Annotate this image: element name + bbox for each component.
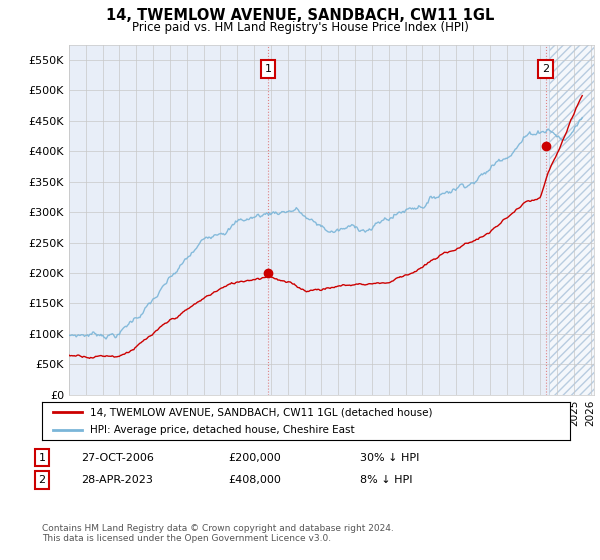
Bar <box>548 30 599 395</box>
Text: HPI: Average price, detached house, Cheshire East: HPI: Average price, detached house, Ches… <box>89 425 354 435</box>
Text: Contains HM Land Registry data © Crown copyright and database right 2024.
This d: Contains HM Land Registry data © Crown c… <box>42 524 394 543</box>
Text: £200,000: £200,000 <box>228 452 281 463</box>
Text: 1: 1 <box>265 64 272 74</box>
Text: 30% ↓ HPI: 30% ↓ HPI <box>360 452 419 463</box>
Text: 27-OCT-2006: 27-OCT-2006 <box>81 452 154 463</box>
Bar <box>548 30 599 395</box>
Text: £408,000: £408,000 <box>228 475 281 485</box>
Text: 28-APR-2023: 28-APR-2023 <box>81 475 153 485</box>
Text: 2: 2 <box>542 64 549 74</box>
Text: 1: 1 <box>38 452 46 463</box>
Text: 14, TWEMLOW AVENUE, SANDBACH, CW11 1GL: 14, TWEMLOW AVENUE, SANDBACH, CW11 1GL <box>106 8 494 24</box>
Text: Price paid vs. HM Land Registry's House Price Index (HPI): Price paid vs. HM Land Registry's House … <box>131 21 469 34</box>
Text: 14, TWEMLOW AVENUE, SANDBACH, CW11 1GL (detached house): 14, TWEMLOW AVENUE, SANDBACH, CW11 1GL (… <box>89 407 432 417</box>
Text: 8% ↓ HPI: 8% ↓ HPI <box>360 475 413 485</box>
Text: 2: 2 <box>38 475 46 485</box>
